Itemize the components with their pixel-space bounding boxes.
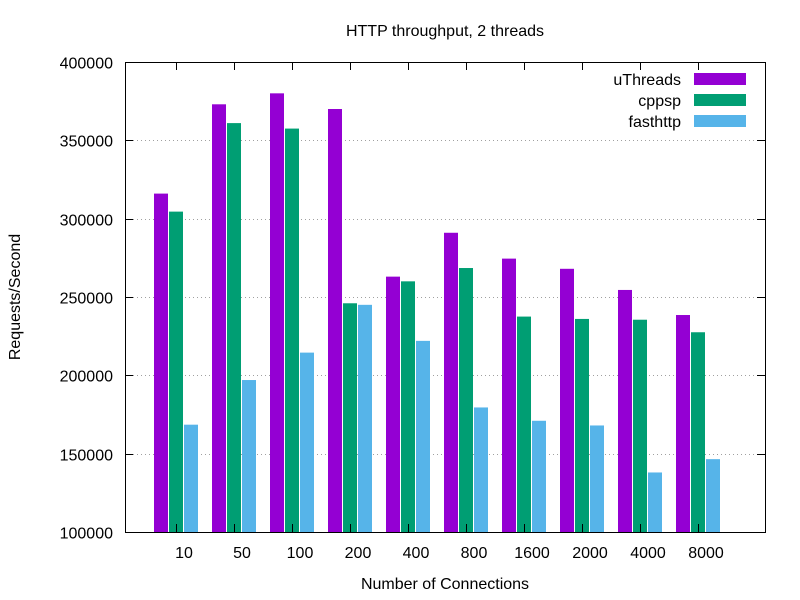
y-tick-labels: 100000 150000 200000 250000 300000 350000 4000… bbox=[60, 56, 113, 543]
x-tick-label: 400 bbox=[403, 545, 430, 562]
bar-cppsp-800 bbox=[459, 268, 473, 532]
bar-fasthttp-2000 bbox=[590, 425, 604, 532]
y-tick-label: 100000 bbox=[60, 526, 113, 543]
bar-uthreads-4000 bbox=[618, 289, 632, 532]
bar-cppsp-50 bbox=[227, 123, 241, 532]
bar-uthreads-800 bbox=[444, 232, 458, 532]
legend-swatch-fasthttp bbox=[694, 115, 746, 127]
x-tick-label: 10 bbox=[175, 545, 193, 562]
x-tick-label: 50 bbox=[233, 545, 251, 562]
y-tick-label: 300000 bbox=[60, 213, 113, 230]
bar-cppsp-200 bbox=[343, 303, 357, 532]
bars bbox=[154, 93, 720, 533]
y-tick-label: 350000 bbox=[60, 134, 113, 151]
bar-fasthttp-200 bbox=[358, 304, 372, 532]
legend-swatch-uthreads bbox=[694, 73, 746, 85]
bar-uthreads-50 bbox=[212, 104, 226, 533]
x-tick-label: 1600 bbox=[514, 545, 550, 562]
chart-title: HTTP throughput, 2 threads bbox=[346, 23, 544, 40]
bar-cppsp-400 bbox=[401, 281, 415, 532]
bar-cppsp-100 bbox=[285, 128, 299, 533]
x-tick-labels: 10 50 100 200 400 800 1600 2000 4000 8000 bbox=[175, 545, 724, 562]
bar-fasthttp-1600 bbox=[532, 420, 546, 532]
bar-fasthttp-10 bbox=[184, 424, 198, 532]
bar-fasthttp-50 bbox=[242, 380, 256, 532]
bar-cppsp-8000 bbox=[691, 332, 705, 532]
bar-fasthttp-400 bbox=[416, 340, 430, 532]
bar-uthreads-200 bbox=[328, 109, 342, 532]
x-tick-label: 4000 bbox=[630, 545, 666, 562]
legend: uThreads cppsp fasthttp bbox=[613, 72, 746, 131]
bar-uthreads-1600 bbox=[502, 258, 516, 532]
bar-cppsp-2000 bbox=[575, 318, 589, 532]
y-tick-label: 250000 bbox=[60, 291, 113, 308]
bar-uthreads-8000 bbox=[676, 315, 690, 532]
x-tick-label: 2000 bbox=[572, 545, 608, 562]
x-tick-label: 100 bbox=[287, 545, 314, 562]
axis-ticks bbox=[125, 62, 765, 533]
legend-label-fasthttp: fasthttp bbox=[629, 114, 682, 131]
x-tick-label: 8000 bbox=[688, 545, 724, 562]
bar-fasthttp-100 bbox=[300, 352, 314, 532]
y-tick-label: 400000 bbox=[60, 56, 113, 73]
bar-uthreads-100 bbox=[270, 93, 284, 532]
bar-fasthttp-800 bbox=[474, 407, 488, 532]
y-tick-label: 200000 bbox=[60, 369, 113, 386]
bar-cppsp-1600 bbox=[517, 316, 531, 532]
legend-swatch-cppsp bbox=[694, 94, 746, 106]
bar-uthreads-400 bbox=[386, 276, 400, 532]
bar-cppsp-4000 bbox=[633, 319, 647, 532]
y-axis-label: Requests/Second bbox=[7, 234, 24, 360]
legend-label-uthreads: uThreads bbox=[613, 72, 681, 89]
x-tick-label: 800 bbox=[461, 545, 488, 562]
bar-fasthttp-4000 bbox=[648, 472, 662, 532]
legend-label-cppsp: cppsp bbox=[638, 93, 681, 110]
x-tick-label: 200 bbox=[345, 545, 372, 562]
bar-uthreads-2000 bbox=[560, 268, 574, 532]
bar-cppsp-10 bbox=[169, 211, 183, 532]
bar-uthreads-10 bbox=[154, 193, 168, 532]
y-tick-label: 150000 bbox=[60, 448, 113, 465]
bar-fasthttp-8000 bbox=[706, 459, 720, 532]
x-axis-label: Number of Connections bbox=[361, 576, 529, 593]
